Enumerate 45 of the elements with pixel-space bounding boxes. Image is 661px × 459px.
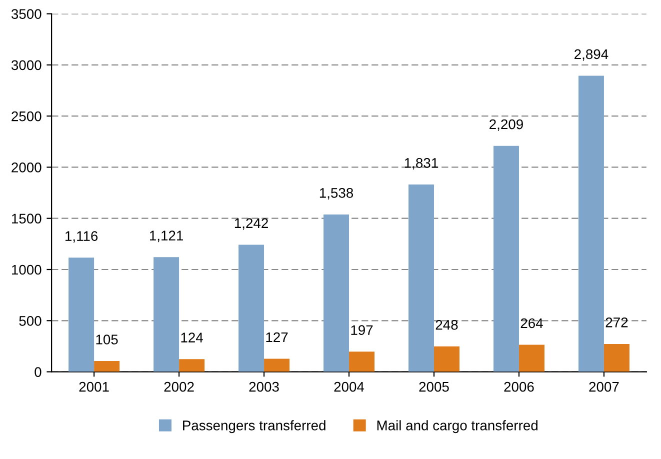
data-label: 248 bbox=[436, 320, 458, 330]
y-tick-label: 500 bbox=[19, 316, 42, 326]
x-tick-label: 2003 bbox=[249, 382, 279, 392]
data-label: 1,242 bbox=[234, 218, 268, 230]
bar bbox=[578, 76, 604, 372]
y-tick-label: 3000 bbox=[11, 60, 42, 70]
x-tick-label: 2002 bbox=[164, 382, 194, 392]
bar bbox=[94, 361, 120, 372]
bar bbox=[154, 257, 180, 372]
data-label: 2,894 bbox=[574, 49, 608, 61]
data-label: 105 bbox=[96, 334, 118, 344]
data-label: 197 bbox=[351, 325, 373, 336]
y-tick-label: 1000 bbox=[12, 264, 42, 275]
bar bbox=[493, 146, 519, 372]
data-label: 2,209 bbox=[490, 119, 523, 131]
bar bbox=[408, 184, 434, 372]
data-label: 272 bbox=[606, 318, 628, 328]
bar bbox=[604, 344, 630, 372]
x-tick-label: 2006 bbox=[504, 382, 534, 392]
bar bbox=[238, 244, 264, 372]
bar bbox=[179, 359, 205, 372]
x-tick-label: 2004 bbox=[334, 382, 364, 392]
x-tick-label: 2005 bbox=[419, 382, 449, 392]
bar bbox=[349, 352, 375, 372]
y-tick-label: 0 bbox=[34, 367, 42, 377]
bar bbox=[264, 358, 290, 372]
x-tick-label: 2007 bbox=[589, 382, 619, 392]
bar bbox=[434, 346, 460, 372]
bar bbox=[324, 214, 350, 372]
data-label: 1,121 bbox=[150, 230, 183, 242]
legend-label: Mail and cargo transferred bbox=[377, 420, 538, 434]
y-tick-label: 2000 bbox=[12, 162, 42, 172]
data-label: 264 bbox=[520, 318, 543, 328]
bar bbox=[68, 258, 94, 372]
y-tick-label: 3500 bbox=[11, 9, 42, 19]
x-tick-label: 2001 bbox=[79, 382, 109, 392]
data-label: 1,538 bbox=[320, 188, 354, 200]
legend-label: Passengers transferred bbox=[183, 420, 326, 434]
y-tick-label: 1500 bbox=[12, 214, 42, 224]
data-label: 1,116 bbox=[66, 231, 98, 243]
data-label: 127 bbox=[266, 332, 288, 342]
data-label: 124 bbox=[181, 332, 203, 342]
bar bbox=[518, 344, 544, 372]
y-tick-label: 2500 bbox=[12, 111, 42, 122]
data-label: 1,831 bbox=[404, 158, 438, 170]
